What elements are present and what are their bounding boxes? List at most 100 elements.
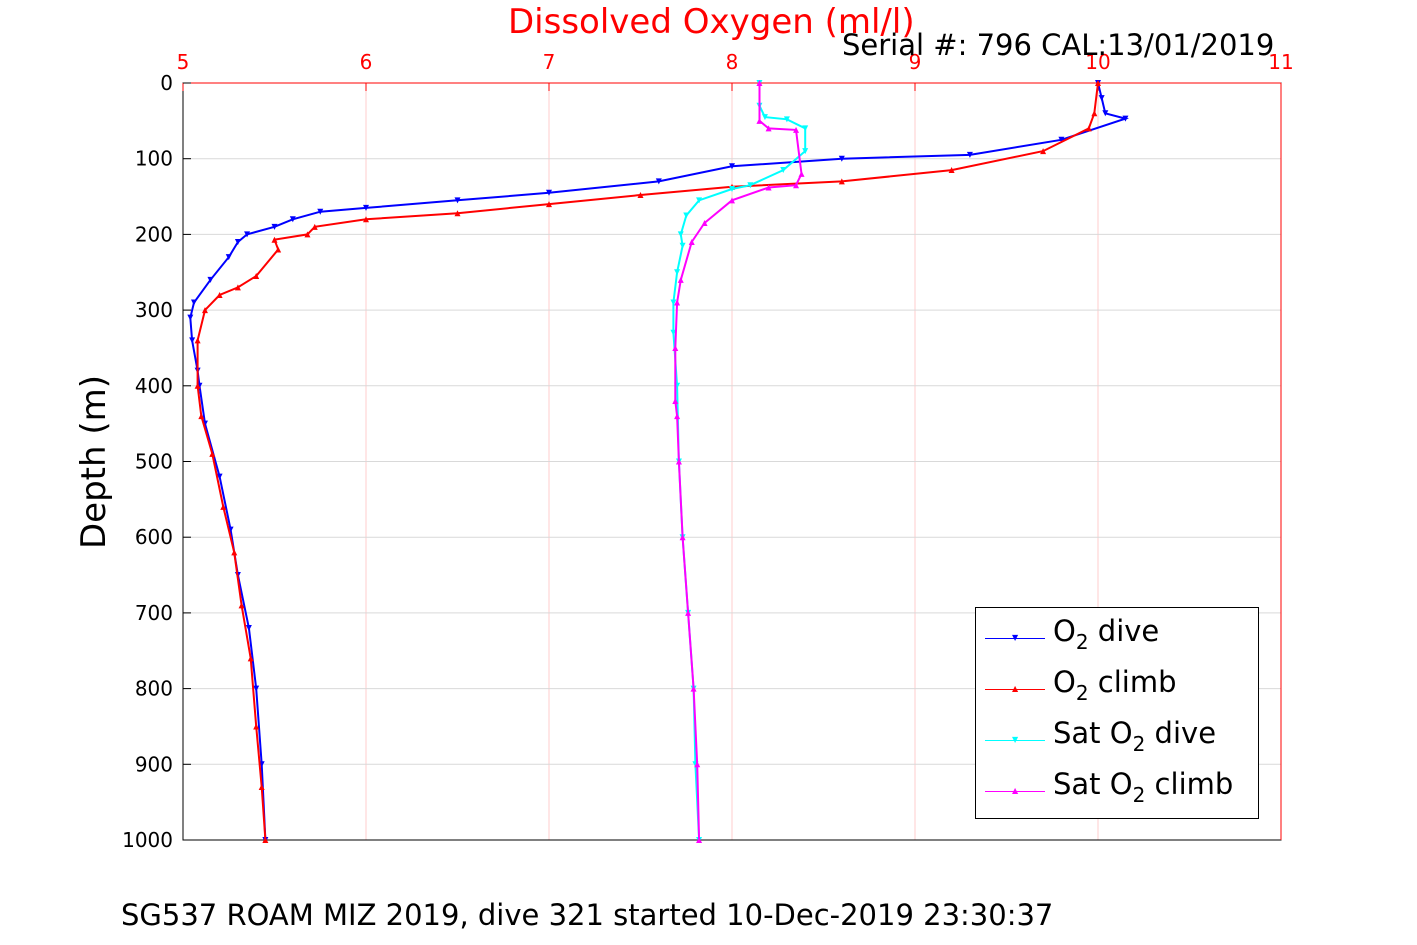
data-point (275, 246, 282, 253)
data-point (244, 231, 251, 238)
data-point (198, 413, 205, 420)
y-axis-ticks: 0 100 200 300 400 500 600 700 800 900 1000 (122, 71, 191, 852)
legend-label-subscript: 2 (1132, 732, 1146, 756)
legend-label-subscript: 2 (1075, 630, 1089, 654)
data-point (685, 609, 692, 616)
data-point (690, 685, 697, 692)
chart-title: Dissolved Oxygen (ml/l) (508, 2, 915, 42)
y-axis-label: Depth (m) (74, 375, 114, 549)
data-point (756, 80, 763, 86)
y-tick-label: 500 (135, 450, 173, 474)
data-point (765, 125, 772, 132)
data-point (454, 210, 461, 217)
data-point (674, 413, 681, 420)
data-point (363, 204, 369, 211)
data-point (677, 276, 684, 283)
data-point (271, 223, 278, 230)
y-tick-label: 700 (135, 601, 173, 625)
data-point (655, 178, 662, 185)
legend-marker: ▲ (1012, 684, 1019, 693)
series-line (196, 82, 1099, 841)
data-point (674, 269, 681, 276)
series-line (189, 82, 1130, 841)
x-axis-ticks: 5 6 7 8 9 10 11 (177, 50, 1294, 91)
data-point (1095, 80, 1101, 86)
x-tick-label: 7 (543, 50, 556, 74)
data-point (696, 837, 703, 843)
data-point (231, 549, 238, 556)
data-point (1091, 110, 1098, 117)
data-point (187, 314, 194, 321)
series-o2-dive (187, 80, 1130, 843)
data-point (245, 625, 252, 632)
data-point (253, 723, 260, 730)
data-point (679, 242, 686, 249)
legend-label-suffix: dive (1088, 614, 1160, 648)
data-point (1122, 115, 1129, 122)
data-point (258, 784, 265, 791)
legend-swatch-line (985, 740, 1045, 741)
data-point (780, 167, 787, 174)
serial-calibration-text: Serial #: 796 CAL:13/01/2019 (842, 28, 1275, 62)
data-point (190, 299, 197, 306)
legend-label-text: Sat O (1053, 716, 1133, 750)
data-point (677, 231, 684, 238)
data-point (674, 299, 681, 306)
data-point (201, 307, 208, 314)
legend-marker: ▼ (1012, 735, 1019, 744)
data-point (765, 184, 772, 191)
data-point (675, 458, 682, 465)
data-point (247, 655, 254, 662)
data-point (793, 182, 800, 189)
data-point (225, 254, 232, 261)
data-point (262, 837, 269, 843)
dive-caption: SG537 ROAM MIZ 2019, dive 321 started 10… (121, 898, 1054, 932)
data-point (289, 216, 296, 223)
data-point (216, 473, 223, 480)
legend-swatch-line (985, 689, 1045, 690)
legend-label: Sat O2 dive (1053, 716, 1217, 754)
data-point (1040, 148, 1047, 155)
data-point (1085, 125, 1092, 132)
y-tick-label: 900 (135, 752, 173, 776)
legend-marker: ▼ (1012, 633, 1019, 642)
data-point (216, 291, 223, 298)
data-point (234, 238, 241, 245)
data-point (683, 212, 690, 219)
legend: ▼ O2 dive ▲ O2 climb ▼ Sat O2 dive ▲ Sat… (975, 607, 1259, 819)
data-point (234, 284, 241, 291)
y-tick-label: 400 (135, 374, 173, 398)
x-tick-label: 5 (177, 50, 190, 74)
data-point (783, 116, 790, 123)
data-point (670, 329, 677, 336)
legend-label-text: O (1053, 614, 1076, 648)
data-point (761, 114, 768, 121)
data-point (838, 155, 845, 162)
legend-swatch-line (985, 791, 1045, 792)
legend-label-subscript: 2 (1075, 681, 1089, 705)
y-tick-label: 200 (135, 222, 173, 246)
data-point (271, 236, 278, 243)
legend-item-sat-o2-dive: ▼ Sat O2 dive (976, 712, 1258, 762)
series-o2-climb (194, 80, 1101, 843)
data-point (672, 397, 679, 404)
data-point (220, 503, 227, 510)
y-tick-label: 100 (135, 147, 173, 171)
data-point (670, 299, 677, 306)
data-point (729, 163, 735, 170)
legend-label-subscript: 2 (1132, 783, 1146, 807)
x-tick-label: 8 (726, 50, 739, 74)
data-point (253, 273, 260, 280)
data-point (454, 197, 461, 204)
legend-label-suffix: dive (1145, 716, 1217, 750)
data-point (672, 344, 679, 351)
data-point (546, 189, 552, 196)
x-tick-label: 9 (909, 50, 922, 74)
data-point (317, 208, 324, 215)
data-point (1058, 136, 1065, 143)
data-point (798, 170, 805, 177)
data-point (194, 337, 201, 344)
data-point (966, 151, 973, 158)
data-point (747, 182, 754, 189)
